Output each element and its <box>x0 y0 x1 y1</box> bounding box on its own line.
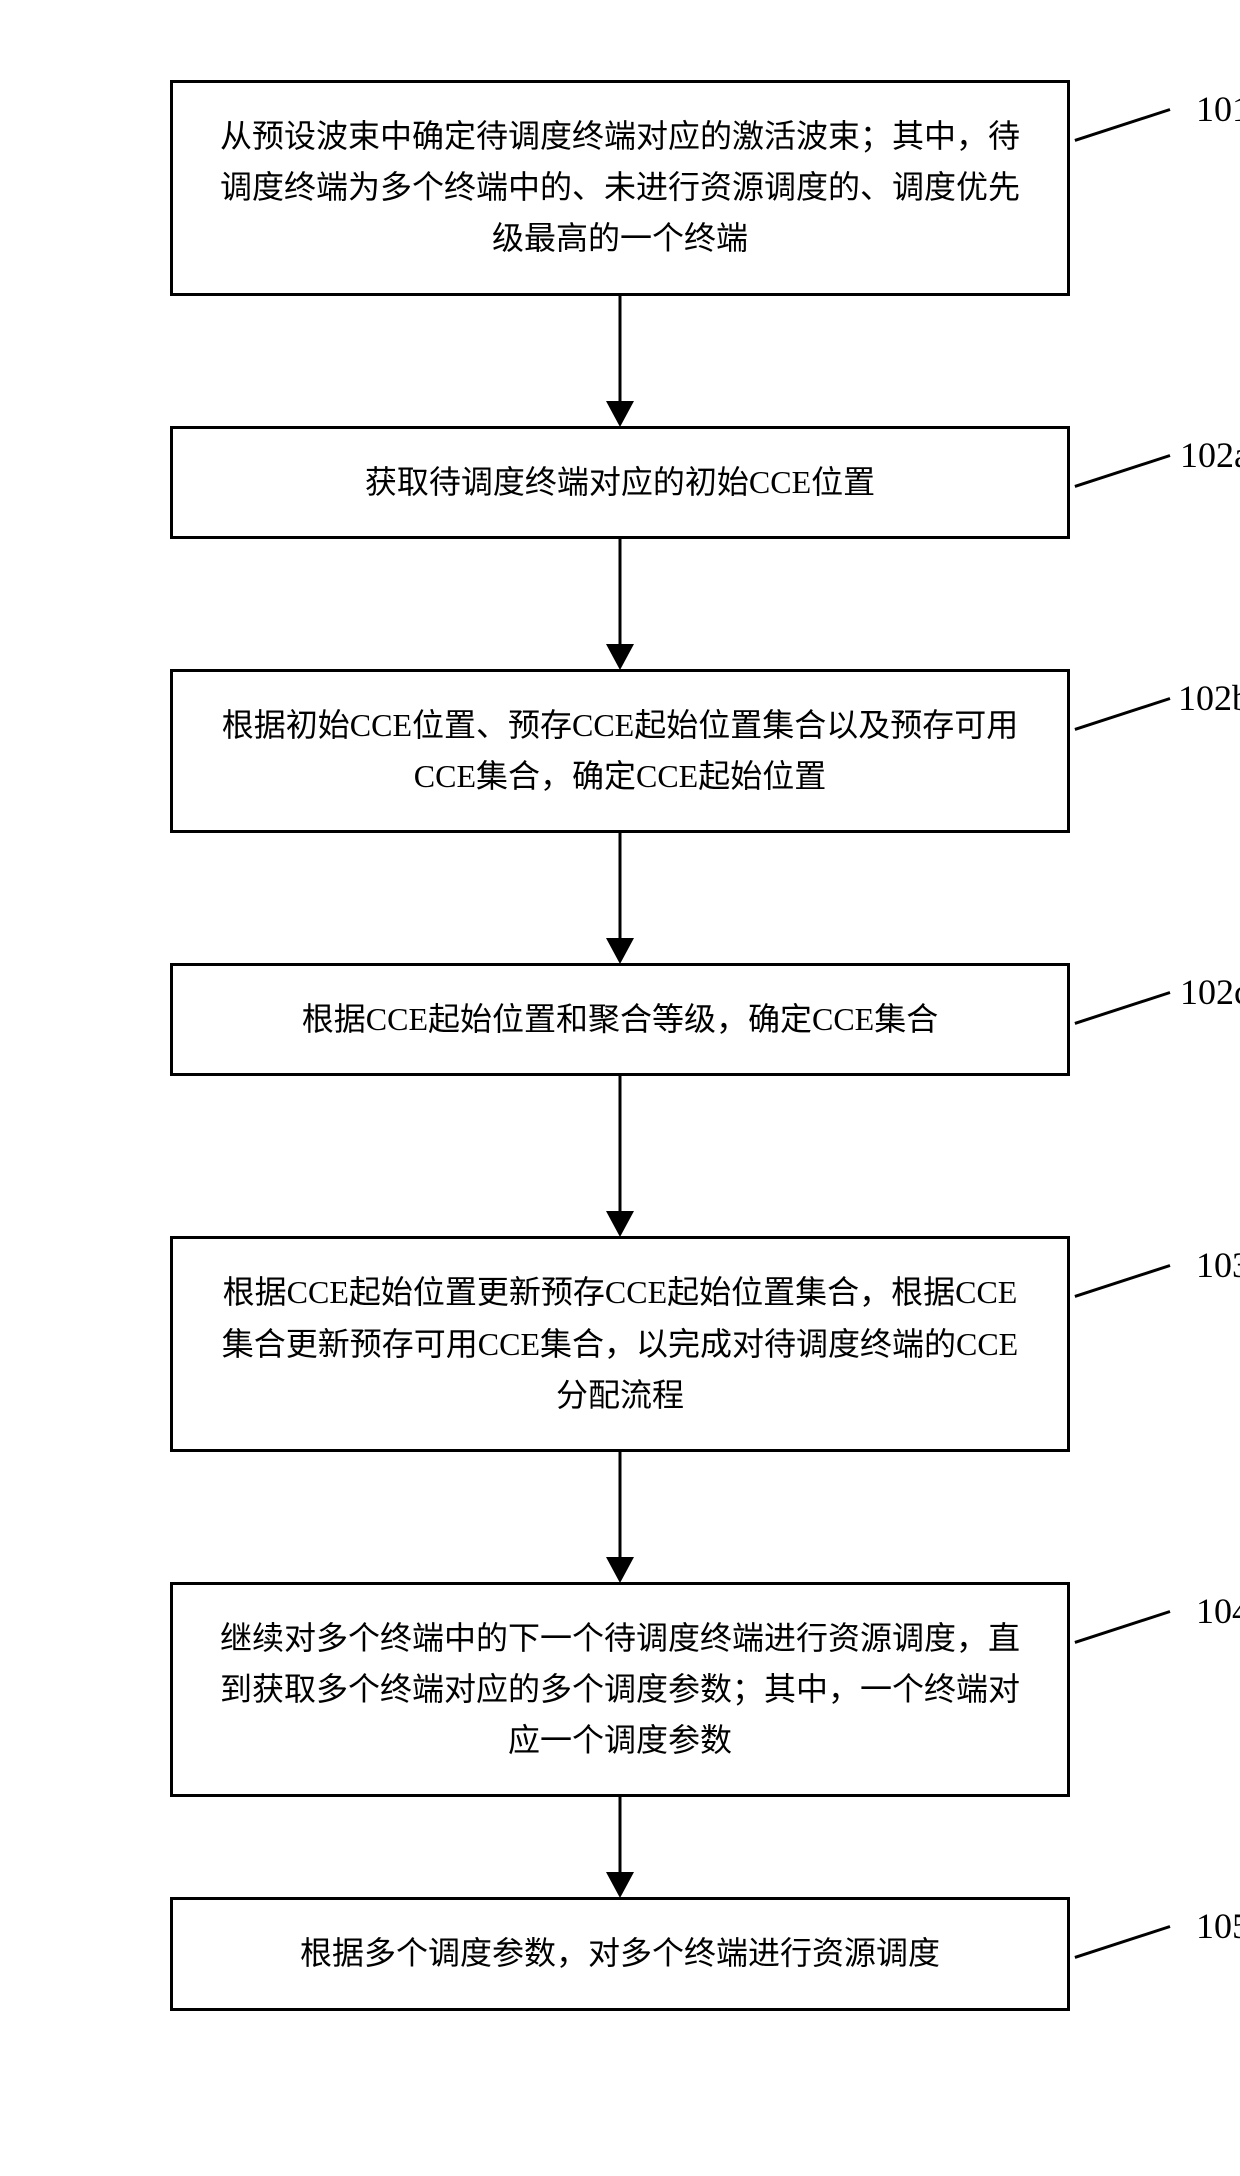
arrow <box>170 1797 1070 1897</box>
arrow-head-icon <box>606 1872 634 1898</box>
step-label: 104 <box>1196 1590 1240 1632</box>
step-label: 102b <box>1178 677 1240 719</box>
arrow-line <box>619 1452 622 1562</box>
label-connector <box>1074 991 1170 1025</box>
label-connector <box>1074 108 1170 142</box>
arrow-line <box>619 539 622 649</box>
step-label: 102a <box>1180 434 1240 476</box>
step-label: 101 <box>1196 88 1240 130</box>
step-box: 根据CCE起始位置更新预存CCE起始位置集合，根据CCE集合更新预存可用CCE集… <box>170 1236 1070 1452</box>
arrow <box>170 833 1070 963</box>
step-text: 根据CCE起始位置和聚合等级，确定CCE集合 <box>302 994 938 1045</box>
step-label: 105 <box>1196 1905 1240 1947</box>
step-text: 继续对多个终端中的下一个待调度终端进行资源调度，直到获取多个终端对应的多个调度参… <box>213 1613 1027 1767</box>
step-text: 根据CCE起始位置更新预存CCE起始位置集合，根据CCE集合更新预存可用CCE集… <box>213 1267 1027 1421</box>
arrow <box>170 1076 1070 1236</box>
flowchart-container: 101 从预设波束中确定待调度终端对应的激活波束；其中，待调度终端为多个终端中的… <box>0 0 1240 2176</box>
arrow-line <box>619 1076 622 1216</box>
arrow-head-icon <box>606 1211 634 1237</box>
step-text: 获取待调度终端对应的初始CCE位置 <box>365 457 875 508</box>
step-box: 继续对多个终端中的下一个待调度终端进行资源调度，直到获取多个终端对应的多个调度参… <box>170 1582 1070 1798</box>
label-connector <box>1074 697 1170 731</box>
arrow-head-icon <box>606 644 634 670</box>
arrow-head-icon <box>606 1557 634 1583</box>
step-label: 102c <box>1180 971 1240 1013</box>
step-box: 根据多个调度参数，对多个终端进行资源调度 <box>170 1897 1070 2010</box>
step-text: 根据初始CCE位置、预存CCE起始位置集合以及预存可用CCE集合，确定CCE起始… <box>213 700 1027 802</box>
step-box: 从预设波束中确定待调度终端对应的激活波束；其中，待调度终端为多个终端中的、未进行… <box>170 80 1070 296</box>
label-connector <box>1074 454 1170 488</box>
flowchart-step: 102a 获取待调度终端对应的初始CCE位置 <box>170 426 1070 539</box>
step-box: 根据初始CCE位置、预存CCE起始位置集合以及预存可用CCE集合，确定CCE起始… <box>170 669 1070 833</box>
flowchart-step: 103 根据CCE起始位置更新预存CCE起始位置集合，根据CCE集合更新预存可用… <box>170 1236 1070 1452</box>
arrow-line <box>619 833 622 943</box>
arrow <box>170 539 1070 669</box>
flowchart-step: 102b 根据初始CCE位置、预存CCE起始位置集合以及预存可用CCE集合，确定… <box>170 669 1070 833</box>
flowchart-step: 105 根据多个调度参数，对多个终端进行资源调度 <box>170 1897 1070 2010</box>
arrow-line <box>619 296 622 406</box>
step-text: 根据多个调度参数，对多个终端进行资源调度 <box>300 1928 940 1979</box>
arrow-line <box>619 1797 622 1877</box>
flowchart-step: 102c 根据CCE起始位置和聚合等级，确定CCE集合 <box>170 963 1070 1076</box>
step-label: 103 <box>1196 1244 1240 1286</box>
label-connector <box>1074 1610 1170 1644</box>
step-text: 从预设波束中确定待调度终端对应的激活波束；其中，待调度终端为多个终端中的、未进行… <box>213 111 1027 265</box>
label-connector <box>1074 1264 1170 1298</box>
label-connector <box>1074 1926 1170 1960</box>
arrow-head-icon <box>606 938 634 964</box>
flowchart-step: 101 从预设波束中确定待调度终端对应的激活波束；其中，待调度终端为多个终端中的… <box>170 80 1070 296</box>
arrow <box>170 1452 1070 1582</box>
arrow <box>170 296 1070 426</box>
flowchart-step: 104 继续对多个终端中的下一个待调度终端进行资源调度，直到获取多个终端对应的多… <box>170 1582 1070 1798</box>
arrow-head-icon <box>606 401 634 427</box>
step-box: 根据CCE起始位置和聚合等级，确定CCE集合 <box>170 963 1070 1076</box>
step-box: 获取待调度终端对应的初始CCE位置 <box>170 426 1070 539</box>
